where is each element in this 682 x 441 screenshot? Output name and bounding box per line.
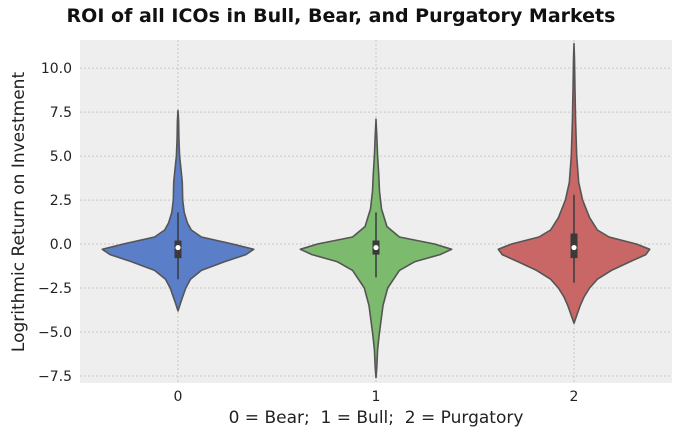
chart-title: ROI of all ICOs in Bull, Bear, and Purga…: [67, 5, 616, 27]
y-tick-label: 5.0: [50, 149, 72, 165]
y-tick-label: −7.5: [38, 369, 72, 385]
y-axis-label: Logrithmic Return on Investment: [9, 72, 29, 353]
x-tick-label: 1: [372, 389, 381, 405]
y-tick-label: 2.5: [50, 193, 72, 209]
violin-body: [497, 42, 651, 324]
x-axis-ticks: 0 1 2: [174, 389, 579, 405]
y-tick-label: 7.5: [50, 105, 72, 121]
y-tick-label: −5.0: [38, 325, 72, 341]
y-tick-label: 10.0: [41, 61, 72, 77]
x-tick-label: 2: [570, 389, 579, 405]
violin-median: [373, 244, 379, 251]
y-axis-ticks: −7.5 −5.0 −2.5 0.0 2.5 5.0 7.5 10.0: [38, 61, 72, 385]
violin-median: [571, 244, 577, 251]
y-tick-label: 0.0: [50, 237, 72, 253]
violin-body: [101, 109, 255, 312]
y-tick-label: −2.5: [38, 281, 72, 297]
violins: [101, 42, 651, 379]
x-axis-label: 0 = Bear; 1 = Bull; 2 = Purgatory: [229, 408, 524, 428]
x-tick-label: 0: [174, 389, 183, 405]
violin-median: [175, 244, 181, 251]
